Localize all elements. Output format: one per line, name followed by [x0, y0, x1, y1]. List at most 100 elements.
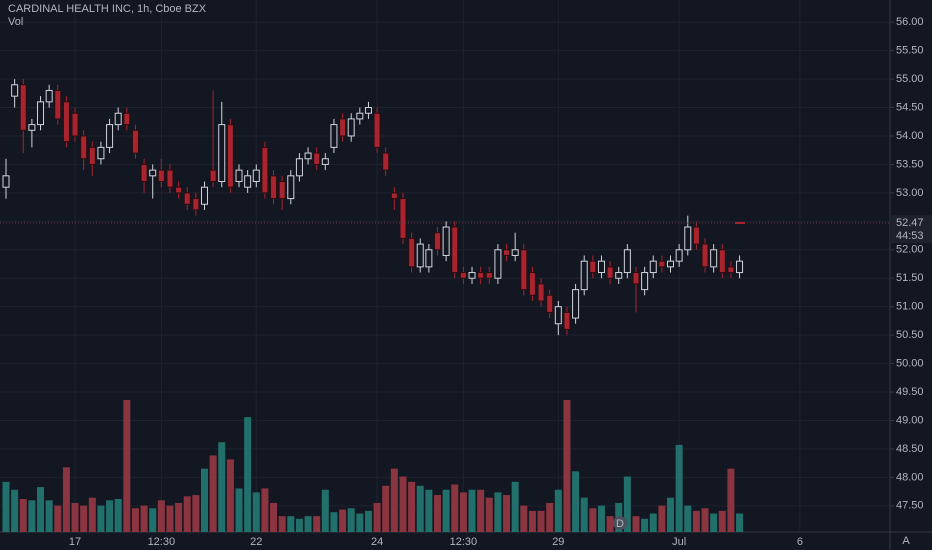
volume-bar — [295, 518, 303, 532]
volume-bar — [632, 516, 640, 532]
x-tick-label: 12:30 — [450, 536, 478, 548]
volume-bar — [88, 497, 96, 532]
y-tick-label: 50.50 — [896, 329, 924, 341]
candle-body — [623, 249, 631, 274]
candle-body — [295, 158, 303, 177]
candle-body — [364, 107, 372, 114]
volume-bar — [718, 510, 726, 532]
volume-bar — [710, 513, 718, 532]
volume-bar — [675, 444, 683, 532]
volume-bar — [468, 489, 476, 532]
candle-body — [572, 289, 580, 319]
candle-body — [11, 84, 19, 97]
y-tick-label: 48.00 — [896, 471, 924, 483]
volume-bar — [736, 513, 744, 532]
candle-body — [684, 226, 692, 251]
volume-bar — [62, 467, 70, 532]
x-tick-label: 6 — [797, 536, 803, 548]
volume-bar — [727, 468, 735, 532]
volume-bar — [339, 509, 347, 532]
candle-body — [399, 198, 407, 239]
candle-body — [442, 226, 450, 256]
volume-bar — [209, 455, 217, 532]
event-marker[interactable] — [613, 516, 627, 530]
candle-body — [71, 112, 79, 137]
volume-bar — [321, 489, 329, 532]
volume-bar — [667, 497, 675, 532]
volume-bar — [537, 510, 545, 532]
x-tick-label: 12:30 — [148, 536, 176, 548]
volume-bar — [554, 489, 562, 532]
x-tick-label: 22 — [250, 536, 262, 548]
candle-body — [80, 135, 88, 160]
auto-scale-button[interactable]: A — [902, 535, 910, 547]
volume-bar — [287, 516, 295, 532]
candle-body — [425, 249, 433, 268]
candle-body — [563, 311, 571, 330]
volume-bar — [235, 488, 243, 532]
candle-body — [209, 169, 217, 183]
candle-body — [270, 175, 278, 200]
candle-body — [485, 272, 493, 279]
candle-body — [45, 89, 53, 103]
candle-body — [580, 260, 588, 291]
candle-body — [218, 124, 226, 183]
candle-body — [183, 192, 191, 205]
volume-bar — [97, 505, 105, 532]
volume-bar — [37, 487, 45, 532]
candle-body — [546, 294, 554, 313]
volume-bar — [149, 508, 157, 532]
axes: 47.50 48.00 48.50 49.00 49.50 50.00 50.50 51.00… — [0, 16, 932, 548]
volume-bar — [71, 502, 79, 532]
candle-body — [19, 84, 27, 131]
candle-body — [304, 152, 312, 160]
candle-body — [140, 163, 148, 183]
candle-body — [597, 260, 605, 274]
volume-bar — [649, 513, 657, 532]
volume-bar — [434, 495, 441, 532]
volume-bar — [563, 400, 571, 532]
volume-bar — [80, 505, 88, 532]
y-tick-label: 52.00 — [896, 244, 924, 256]
candle-body — [390, 192, 398, 200]
volume-bar — [546, 502, 554, 532]
volume-bar — [45, 500, 53, 532]
y-tick-label: 53.00 — [896, 187, 924, 199]
last-price-box — [890, 215, 932, 244]
candle-body — [131, 129, 139, 154]
candle-body — [54, 89, 62, 120]
candle-body — [641, 272, 649, 291]
candle-body — [710, 249, 718, 268]
event-marker-label[interactable]: D — [616, 518, 624, 530]
y-tick-label: 54.00 — [896, 130, 924, 142]
volume-bar — [658, 505, 666, 532]
candle-body — [261, 146, 269, 194]
volume-pane — [2, 400, 744, 532]
volume-bar — [580, 497, 588, 532]
chart-title: CARDINAL HEALTH INC, 1h, Cboe BZX — [8, 3, 207, 15]
volume-bar — [373, 502, 381, 532]
candle-body — [235, 169, 243, 183]
volume-bar — [2, 481, 10, 532]
volume-bar — [390, 468, 398, 532]
y-tick-label: 47.50 — [896, 500, 924, 512]
volume-bar — [313, 516, 321, 532]
volume-bar — [451, 484, 459, 532]
candle-body — [157, 169, 165, 183]
candle-body — [701, 243, 709, 268]
candle-body — [226, 124, 234, 188]
volume-bar — [218, 442, 226, 532]
candle-body — [244, 175, 252, 188]
x-tick-label: 29 — [552, 536, 564, 548]
volume-bar — [140, 505, 148, 532]
volume-bar — [106, 500, 114, 532]
y-tick-label: 53.50 — [896, 158, 924, 170]
candle-body — [2, 175, 10, 188]
candle-body — [339, 118, 347, 137]
volume-bar — [442, 489, 450, 532]
volume-bar — [192, 495, 200, 532]
volume-bar — [459, 492, 467, 532]
candle-body — [88, 146, 96, 165]
